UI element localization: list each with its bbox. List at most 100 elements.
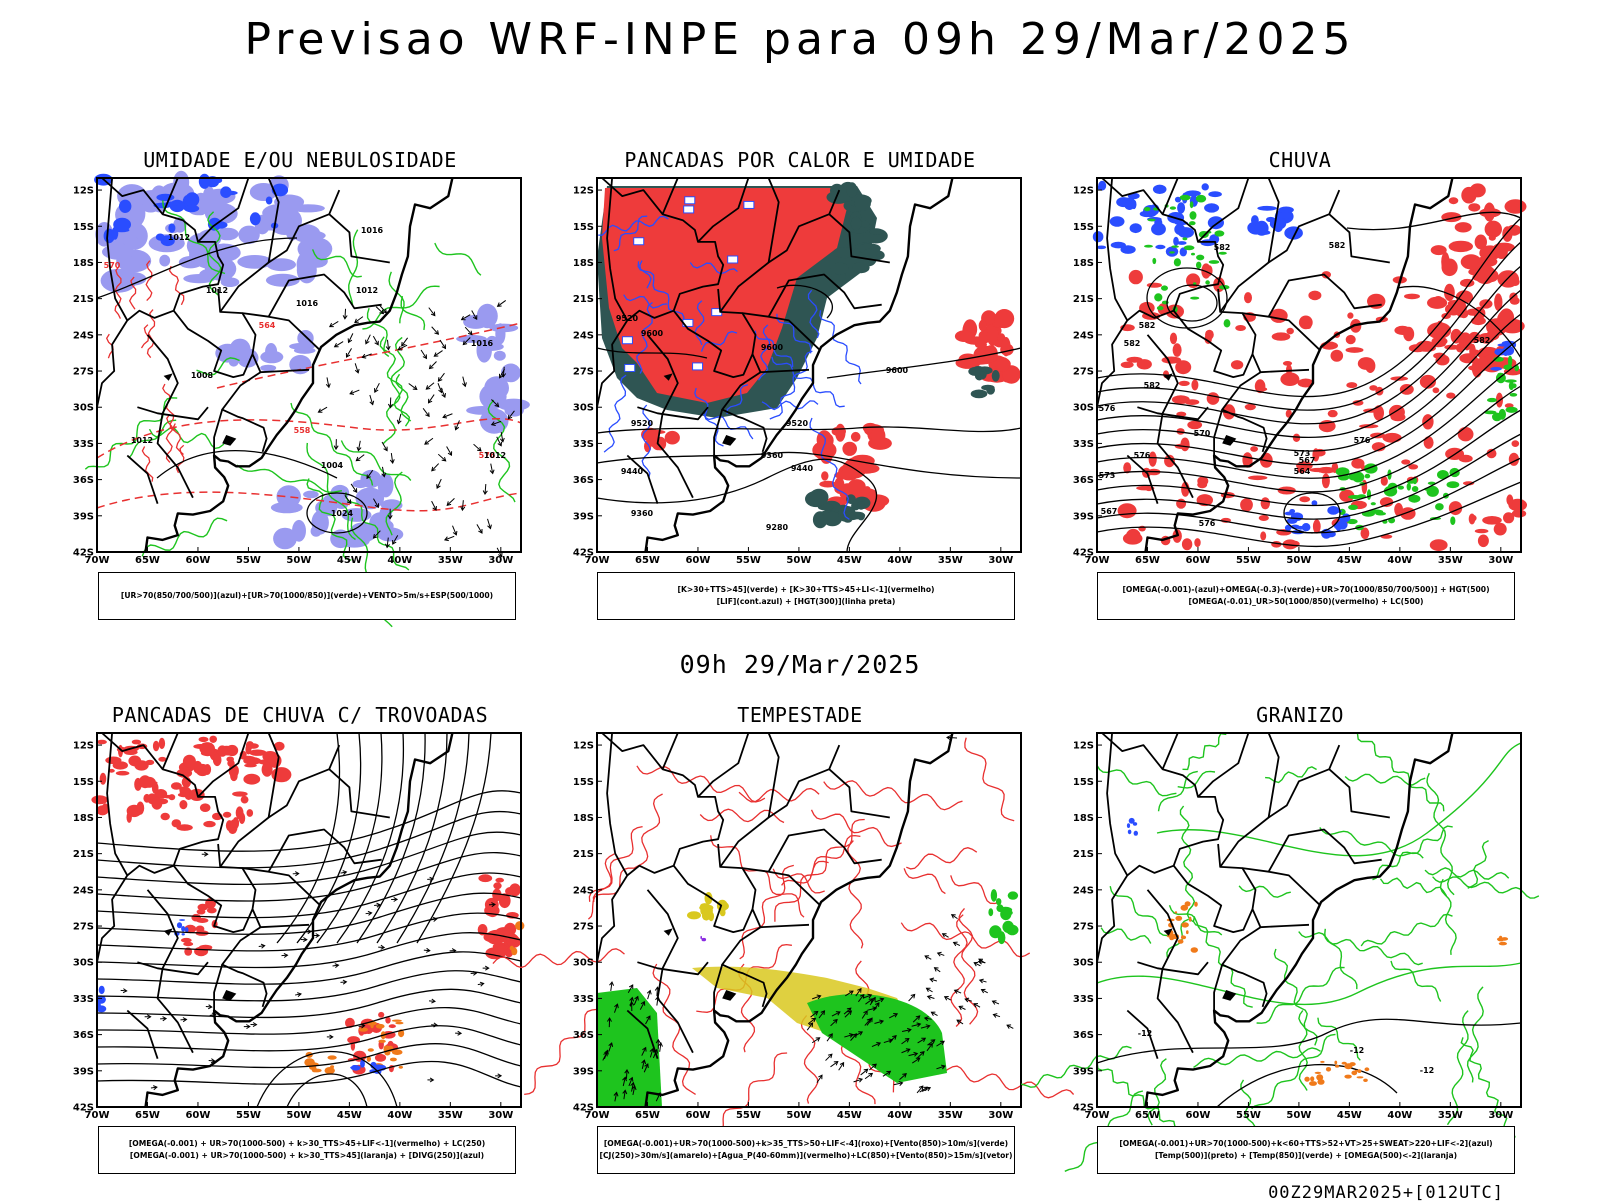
contour-label: 1016 xyxy=(471,339,494,348)
lon-tick-label: 45W xyxy=(1337,555,1362,566)
humidity-high-level xyxy=(292,520,306,542)
rain-area xyxy=(1404,294,1420,300)
map-pancadas-calor: 9520960096009600952094409360944093609280… xyxy=(597,178,1021,552)
lat-tick-label: 21S xyxy=(1073,849,1094,860)
rain-area xyxy=(1506,494,1513,505)
legend-line: [OMEGA(-0.01)_UR>50(1000/850)(vermelho) … xyxy=(1189,596,1424,608)
lat-tick-label: 27S xyxy=(73,922,94,933)
lat-tick-label: 39S xyxy=(573,511,594,522)
thunderstorm-area xyxy=(100,773,107,785)
lon-tick-label: 45W xyxy=(337,1110,362,1121)
humidity-high-level xyxy=(159,255,170,267)
shower-area xyxy=(368,1048,374,1052)
instability-li-area xyxy=(848,479,866,493)
rain-area xyxy=(1458,427,1474,441)
lat-tick-label: 12S xyxy=(573,186,594,197)
rain-area xyxy=(1497,270,1519,287)
lifted-index-marker xyxy=(625,364,635,371)
thunderstorm-area xyxy=(127,812,132,823)
rain-area xyxy=(1123,532,1143,544)
legend-pancadas-calor: [K>30+TTS>45](verde) + [K>30+TTS>45+LI<-… xyxy=(597,572,1015,620)
omega-strong-area xyxy=(1152,258,1156,264)
omega-strong-area xyxy=(1367,489,1371,500)
lifted-index-marker xyxy=(684,206,694,213)
thunderstorm-area xyxy=(159,738,165,749)
omega-strong-area xyxy=(1170,206,1176,209)
instability-li-area xyxy=(995,357,1009,371)
omega-area xyxy=(1098,181,1106,191)
storm-area xyxy=(700,936,702,939)
omega-strong-area xyxy=(1209,260,1220,264)
lat-tick-label: 15S xyxy=(573,222,594,233)
thunderstorm-area xyxy=(161,813,170,821)
omega-area xyxy=(1208,216,1224,229)
legend-line: [UR>70(850/700/500)](azul)+[UR>70(1000/8… xyxy=(121,590,493,602)
rain-area xyxy=(1391,413,1406,421)
legend-granizo: [OMEGA(-0.001)+UR>70(1000-500)+k<60+TTS>… xyxy=(1097,1126,1515,1174)
thunderstorm-area xyxy=(134,760,148,770)
rain-area xyxy=(1470,183,1486,197)
lon-tick-label: 50W xyxy=(286,1110,311,1121)
humidity-high-level xyxy=(260,351,283,364)
lon-tick-label: 65W xyxy=(635,1110,660,1121)
legend-trovoadas: [OMEGA(-0.001) + UR>70(1000-500) + k>30_… xyxy=(98,1126,516,1174)
lon-tick-label: 55W xyxy=(236,555,261,566)
lon-tick-label: 65W xyxy=(1135,1110,1160,1121)
lat-tick-label: 21S xyxy=(1073,294,1094,305)
lon-tick-label: 60W xyxy=(685,555,710,566)
rain-area xyxy=(1485,221,1502,238)
omega-strong-area xyxy=(1189,221,1196,225)
rain-area xyxy=(1503,512,1514,523)
rain-area xyxy=(1441,252,1449,271)
omega-500-area xyxy=(1181,936,1186,940)
legend-umidade: [UR>70(850/700/500)](azul)+[UR>70(1000/8… xyxy=(98,572,516,620)
humidity-high-level xyxy=(494,351,506,361)
lat-tick-label: 12S xyxy=(1073,741,1094,752)
humidity-high-level xyxy=(497,399,530,411)
omega-500-area xyxy=(1189,917,1192,922)
omega-500-area xyxy=(1499,942,1507,946)
instability-area xyxy=(980,371,985,375)
humidity-high-level xyxy=(168,223,175,232)
omega-strong-area xyxy=(1365,474,1371,479)
lon-tick-label: 40W xyxy=(887,555,912,566)
humidity-high-level xyxy=(237,255,272,269)
lon-tick-label: 65W xyxy=(635,555,660,566)
humidity-high-level xyxy=(112,227,119,240)
lat-tick-label: 12S xyxy=(573,741,594,752)
rain-area xyxy=(1328,410,1338,417)
contour-label: 576 xyxy=(1099,404,1116,413)
lifted-index-marker xyxy=(622,337,632,344)
contour-label: 9600 xyxy=(641,329,664,338)
rain-area xyxy=(1475,529,1489,533)
contour-label: 573 xyxy=(1099,471,1116,480)
shower-area xyxy=(378,1040,385,1043)
omega-500-area xyxy=(1320,1061,1324,1063)
lat-tick-label: 15S xyxy=(573,777,594,788)
omega-strong-area xyxy=(1169,251,1175,253)
contour-label: -12 xyxy=(1420,1066,1434,1075)
lat-tick-label: 30S xyxy=(1073,403,1094,414)
rain-area xyxy=(1383,433,1402,443)
contour-label: 1008 xyxy=(191,371,214,380)
divergence-area xyxy=(350,1066,358,1069)
omega-strong-area xyxy=(1196,262,1201,269)
lon-tick-label: 60W xyxy=(685,1110,710,1121)
lon-tick-label: 45W xyxy=(337,555,362,566)
contour-label: 582 xyxy=(1124,339,1141,348)
lon-tick-label: 35W xyxy=(938,555,963,566)
contour-label: 1016 xyxy=(361,226,384,235)
instability-li-area xyxy=(851,432,861,442)
lat-tick-label: 42S xyxy=(573,548,594,559)
lon-tick-label: 35W xyxy=(438,555,463,566)
omega-strong-area xyxy=(1191,253,1195,256)
omega-500-area xyxy=(1175,916,1182,921)
contour-label: 1004 xyxy=(321,461,344,470)
omega-strong-area xyxy=(1184,245,1195,250)
omega-area xyxy=(1204,203,1219,212)
omega-strong-area xyxy=(1196,255,1204,261)
contour-label: 9600 xyxy=(886,366,909,375)
rain-area xyxy=(1461,254,1482,269)
lon-tick-label: 35W xyxy=(938,1110,963,1121)
